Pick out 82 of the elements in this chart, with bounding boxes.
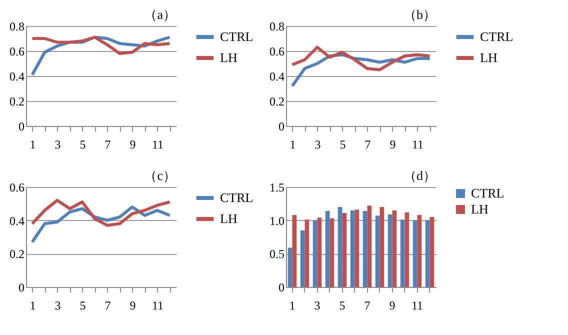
bar	[404, 212, 410, 287]
bar	[388, 214, 392, 287]
bar	[350, 210, 355, 287]
bar	[425, 220, 430, 287]
x-tick-label: 3	[314, 298, 320, 312]
bar	[392, 210, 397, 287]
y-tick-label: 0.6	[10, 44, 24, 58]
y-tick-label: 0	[278, 120, 284, 134]
bar	[375, 216, 380, 287]
x-tick-label: 3	[54, 298, 61, 312]
y-tick-label: 0	[278, 280, 284, 294]
x-tick-label: 9	[390, 138, 396, 152]
bar	[325, 211, 330, 287]
bar	[354, 210, 360, 287]
x-tick-label: 3	[314, 138, 321, 152]
x-tick-label: 11	[152, 138, 164, 152]
legend-label: LH	[220, 50, 238, 65]
x-tick-label: 11	[152, 298, 164, 312]
bar	[338, 207, 342, 287]
y-tick-label: 0.6	[10, 180, 24, 194]
y-tick-label: 0.2	[10, 94, 24, 108]
legend-label: LH	[471, 202, 488, 216]
legend-label: CTRL	[220, 29, 254, 44]
x-tick-label: 7	[364, 298, 370, 312]
y-tick-label: 1.0	[270, 214, 284, 228]
line-series	[30, 206, 172, 244]
y-tick-label: 0.2	[10, 247, 24, 262]
bar	[312, 220, 318, 287]
y-tick-label: 0.5	[270, 247, 284, 262]
x-tick-label: 1	[30, 138, 36, 152]
chart-title: （c）	[144, 168, 176, 183]
y-tick-label: 0.6	[270, 44, 284, 58]
x-tick-label: 1	[30, 298, 36, 312]
y-tick-label: 1.5	[270, 180, 284, 194]
bar	[304, 220, 310, 287]
x-tick-label: 7	[364, 138, 371, 152]
x-tick-label: 11	[412, 138, 424, 152]
y-tick-label: 0.2	[270, 94, 284, 108]
x-tick-label: 1	[290, 138, 296, 152]
x-tick-label: 1	[289, 298, 296, 312]
x-tick-label: 7	[104, 138, 111, 152]
x-tick-label: 9	[389, 298, 396, 312]
bar	[330, 218, 334, 287]
x-tick-label: 3	[54, 138, 61, 152]
bar	[317, 218, 322, 287]
bar	[400, 220, 405, 287]
line-series	[30, 36, 172, 55]
bar	[417, 215, 422, 287]
bar	[288, 248, 292, 287]
x-tick-label: 9	[130, 298, 136, 312]
x-tick-label: 7	[104, 298, 111, 312]
bar	[292, 215, 297, 287]
legend-label: LH	[480, 50, 498, 65]
bar	[412, 220, 418, 287]
bar	[362, 211, 368, 287]
legend-label: CTRL	[220, 190, 254, 205]
x-tick-label: 5	[80, 138, 86, 152]
bar	[300, 230, 305, 287]
bar	[367, 206, 372, 287]
y-tick-label: 0.8	[10, 20, 24, 34]
chart-title: （b）	[404, 7, 436, 22]
y-tick-label: 0	[18, 120, 24, 134]
x-tick-label: 5	[340, 138, 346, 152]
y-tick-label: 0.4	[10, 70, 24, 84]
y-tick-label: 0	[18, 280, 24, 294]
line-series	[290, 46, 432, 72]
legend-label: CTRL	[471, 186, 504, 200]
y-tick-label: 0.4	[10, 214, 24, 228]
x-tick-label: 5	[80, 298, 86, 312]
bar	[342, 213, 347, 287]
y-tick-label: 0.4	[270, 70, 284, 84]
legend-label: CTRL	[480, 29, 514, 44]
bar	[380, 207, 384, 287]
x-tick-label: 9	[130, 138, 136, 152]
chart-title: （d）	[404, 168, 436, 183]
bar	[430, 217, 434, 287]
legend-label: LH	[220, 211, 238, 226]
x-tick-label: 5	[339, 298, 346, 312]
chart-title: （a）	[144, 7, 176, 22]
y-tick-label: 0.8	[270, 20, 284, 34]
x-tick-label: 11	[411, 298, 424, 312]
line-series	[30, 198, 172, 227]
